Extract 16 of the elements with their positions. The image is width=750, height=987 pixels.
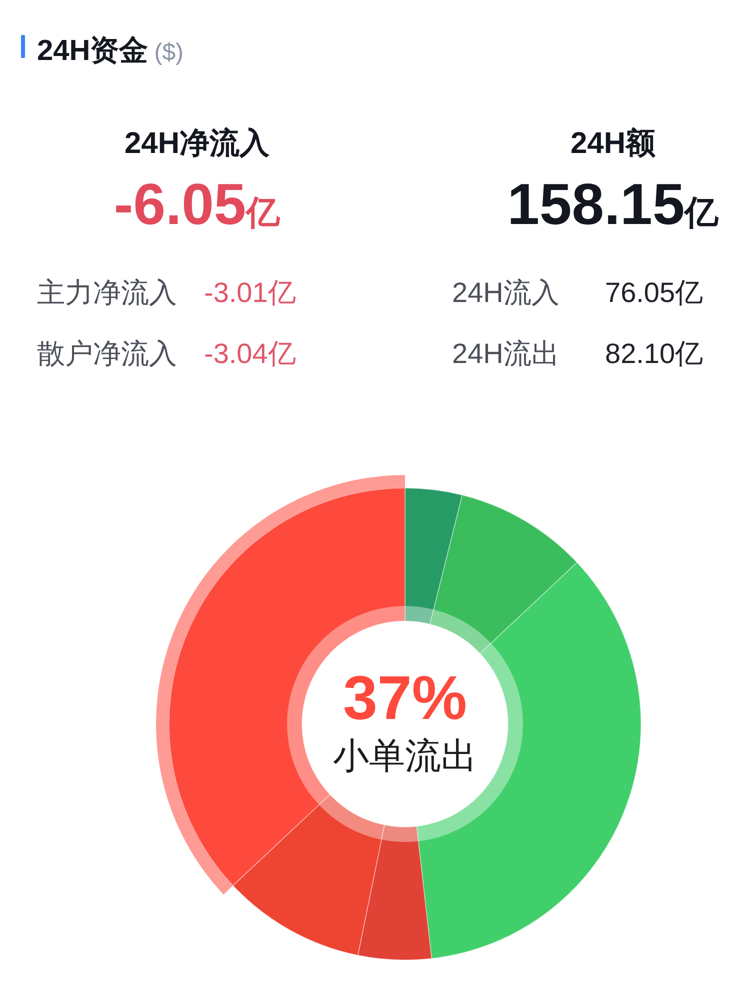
data-label: 37% [342, 664, 468, 733]
text: 24H资金 [37, 35, 148, 67]
text: -6.05亿 [114, 172, 282, 237]
text: 主力净流入 [37, 277, 177, 308]
text: 24H净流入 [124, 126, 271, 160]
slice-label: 小单流出 [333, 735, 477, 776]
text: -3.01亿 [204, 277, 296, 308]
text: 82.10亿 [605, 338, 704, 369]
text: -3.04亿 [204, 338, 296, 369]
text: 24H流出 [452, 338, 560, 369]
text: 24H额 [570, 126, 656, 160]
text: 158.15亿 [507, 172, 720, 237]
text: 24H流入 [452, 277, 560, 308]
text: 76.05亿 [605, 277, 704, 308]
text: 散户净流入 [37, 338, 177, 369]
text: ($) [154, 39, 184, 66]
